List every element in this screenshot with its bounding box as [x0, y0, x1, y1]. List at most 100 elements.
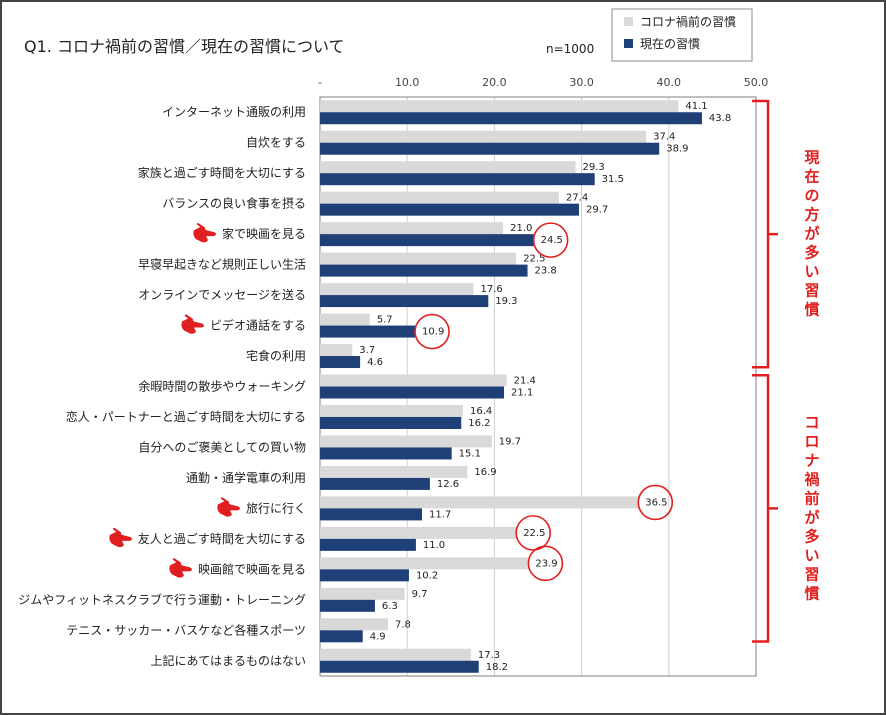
category-label: 宅食の利用 — [246, 348, 306, 363]
bar-before — [320, 161, 576, 174]
bar-current — [320, 295, 489, 308]
data-label: 22.5 — [523, 254, 545, 265]
data-label: 5.7 — [377, 315, 393, 326]
bar-before — [320, 648, 471, 661]
data-label: 38.9 — [666, 144, 688, 155]
bar-current — [320, 356, 361, 369]
bar-before — [320, 618, 389, 631]
data-label: 15.1 — [459, 448, 481, 459]
bar-current — [320, 538, 416, 551]
bar-current — [320, 599, 375, 612]
bar-current — [320, 264, 528, 277]
legend-label-1: コロナ禍前の習慣 — [640, 14, 736, 29]
annotation-label: コロナ禍前が多い習慣 — [803, 413, 820, 602]
bar-current — [320, 660, 479, 673]
highlight-circle — [637, 484, 674, 521]
data-label: 16.4 — [470, 406, 492, 417]
data-label: 17.3 — [478, 650, 500, 661]
bar-current — [320, 416, 462, 429]
data-label: 29.7 — [586, 205, 608, 216]
pointing-hand-icon — [217, 497, 240, 517]
bar-before — [320, 374, 507, 387]
chart-title: Q1. コロナ禍前の習慣／現在の習慣について — [24, 37, 344, 56]
data-label: 10.2 — [416, 570, 438, 581]
highlight-circle — [532, 222, 569, 258]
bar-before — [320, 587, 405, 600]
category-label: 家で映画を見る — [222, 226, 306, 241]
x-tick-label: - — [318, 76, 322, 89]
data-label: 4.9 — [370, 631, 386, 642]
data-label: 41.1 — [685, 101, 707, 112]
category-label: ビデオ通話をする — [210, 318, 306, 333]
category-label: インターネット通販の利用 — [162, 105, 306, 119]
category-label: 友人と過ごす時間を大切にする — [138, 531, 306, 546]
category-label: 自炊をする — [246, 136, 306, 150]
data-label: 11.7 — [429, 509, 451, 520]
data-label: 19.7 — [499, 436, 521, 447]
category-label: 映画館で映画を見る — [198, 561, 306, 576]
x-tick-label: 10.0 — [395, 76, 420, 89]
legend-swatch-1 — [624, 17, 633, 26]
data-label: 18.2 — [486, 662, 508, 673]
bar-before — [320, 526, 517, 539]
bar-current — [320, 630, 363, 643]
bracket — [752, 99, 770, 369]
category-label: テニス・サッカー・バスケなど各種スポーツ — [66, 622, 306, 637]
data-label: 16.9 — [474, 467, 496, 478]
bar-before — [320, 557, 529, 570]
data-label: 17.6 — [480, 284, 502, 295]
highlight-circle — [515, 515, 552, 551]
data-label: 6.3 — [382, 601, 398, 612]
data-label: 37.4 — [653, 132, 675, 143]
data-label: 11.0 — [423, 540, 445, 551]
pointing-hand-icon — [181, 314, 204, 334]
category-label: バランスの良い食事を摂る — [162, 196, 306, 211]
data-label: 24.5 — [541, 235, 563, 246]
bar-before — [320, 130, 647, 143]
category-label: 余暇時間の散歩やウォーキング — [138, 379, 306, 394]
category-label: オンラインでメッセージを送る — [138, 287, 306, 302]
bar-before — [320, 435, 492, 448]
legend-label-2: 現在の習慣 — [640, 36, 700, 51]
bar-current — [320, 234, 534, 247]
data-label: 29.3 — [582, 162, 604, 173]
bar-before — [320, 344, 353, 357]
highlight-circle — [527, 545, 564, 582]
bar-before — [320, 252, 517, 265]
data-label: 12.6 — [437, 479, 459, 490]
legend-swatch-2 — [624, 39, 633, 48]
x-tick-label: 20.0 — [482, 76, 507, 89]
data-label: 22.5 — [523, 528, 545, 539]
bar-before — [320, 496, 639, 509]
category-label: 恋人・パートナーと過ごす時間を大切にする — [66, 409, 306, 424]
bar-before — [320, 100, 679, 113]
data-label: 7.8 — [395, 619, 411, 630]
data-label: 31.5 — [602, 174, 624, 185]
x-tick-label: 30.0 — [569, 76, 594, 89]
data-label: 21.4 — [514, 376, 536, 387]
bar-before — [320, 465, 468, 478]
data-label: 43.8 — [709, 113, 731, 124]
bar-current — [320, 569, 409, 582]
legend-box — [611, 8, 753, 62]
category-label: 通勤・通学電車の利用 — [186, 470, 306, 485]
bar-current — [320, 203, 579, 216]
bar-current — [320, 173, 595, 186]
pointing-hand-icon — [193, 223, 216, 243]
data-label: 3.7 — [359, 345, 375, 356]
bar-current — [320, 142, 660, 155]
category-label: 旅行に行く — [246, 501, 306, 515]
category-label: 上記にあてはまるものはない — [150, 653, 306, 668]
bar-before — [320, 283, 474, 296]
data-label: 27.4 — [566, 193, 588, 204]
data-label: 36.5 — [645, 497, 667, 508]
data-label: 9.7 — [412, 589, 428, 600]
bar-current — [320, 508, 423, 521]
data-label: 19.3 — [495, 296, 517, 307]
category-label: 自分へのご褒美としての買い物 — [138, 439, 306, 454]
bar-current — [320, 112, 702, 125]
data-label: 21.1 — [511, 388, 533, 399]
bar-current — [320, 386, 504, 399]
